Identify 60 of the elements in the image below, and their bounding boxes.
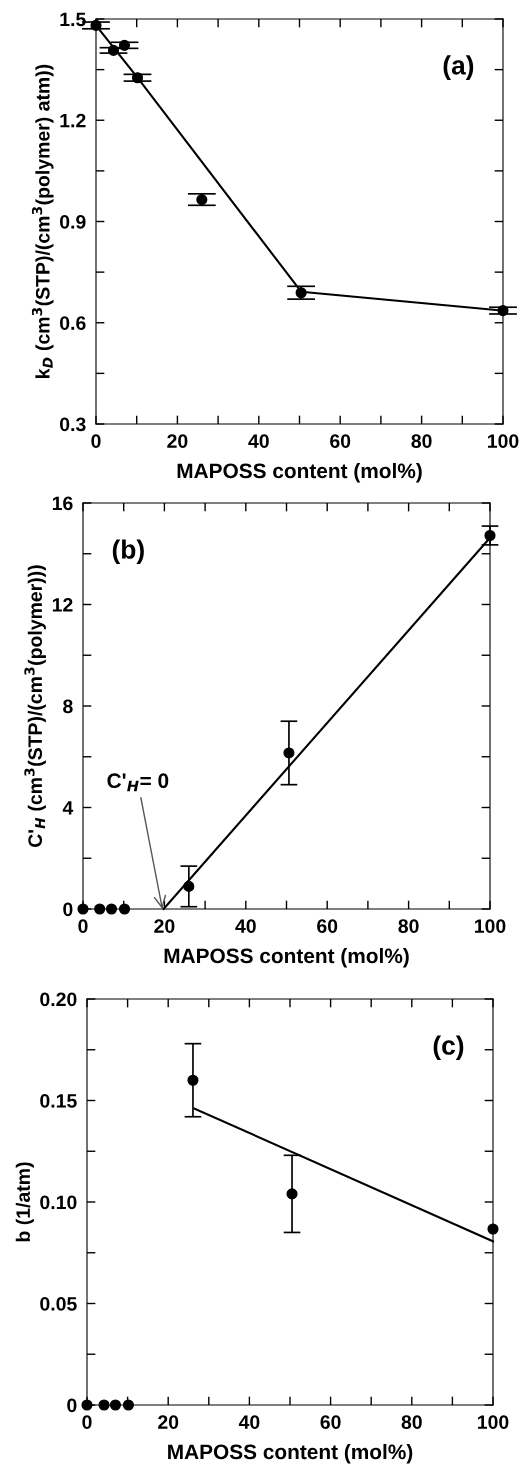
x-tick-label: 100 bbox=[478, 1415, 509, 1429]
x-tick-label: 20 bbox=[154, 919, 175, 933]
x-axis-title: MAPOSS content (mol%) bbox=[168, 1443, 413, 1464]
x-tick-label: 40 bbox=[238, 1415, 260, 1429]
point bbox=[131, 72, 144, 84]
x-tick-label: 0 bbox=[91, 434, 101, 448]
x-tick-label: 60 bbox=[320, 1415, 341, 1429]
y-tick-label: 0 bbox=[67, 1398, 77, 1413]
point bbox=[497, 305, 509, 317]
y-tick-label: 4 bbox=[62, 801, 74, 815]
y-tick-label: 0.9 bbox=[60, 214, 86, 229]
y-tick-label: 0.10 bbox=[40, 1195, 77, 1210]
point bbox=[187, 1074, 199, 1086]
x-tick-label: 60 bbox=[330, 434, 351, 448]
x-tick-label: 40 bbox=[248, 434, 269, 448]
x-tick-label: 80 bbox=[401, 1415, 422, 1429]
point bbox=[81, 1399, 93, 1411]
point bbox=[94, 903, 106, 915]
point bbox=[283, 747, 295, 759]
y-axis-title: b (1/atm) bbox=[15, 1162, 34, 1242]
point bbox=[196, 194, 208, 206]
point bbox=[109, 1399, 121, 1411]
point bbox=[77, 903, 89, 915]
y-tick-label: 1.2 bbox=[60, 113, 86, 128]
y-tick-label: 16 bbox=[52, 496, 73, 511]
point bbox=[98, 1399, 110, 1411]
annotation: (c) bbox=[433, 1035, 464, 1061]
point bbox=[286, 1188, 298, 1200]
y-tick-label: 0.20 bbox=[40, 992, 77, 1007]
x-tick-label: 20 bbox=[158, 1415, 179, 1429]
point bbox=[487, 1223, 499, 1235]
y-tick-label: 0 bbox=[63, 902, 73, 917]
y-tick-label: 0.15 bbox=[40, 1093, 77, 1108]
x-tick-label: 60 bbox=[317, 919, 338, 933]
x-tick-label: 100 bbox=[488, 434, 519, 448]
y-axis-title: k$_{D}$ (cm$^{3}$(STP)/(cm$^{3}$(polymer) atm)) bbox=[31, 64, 54, 378]
y-tick-label: 0.05 bbox=[40, 1296, 77, 1311]
annotation: C'$_{H}$= 0 bbox=[107, 773, 169, 792]
point bbox=[118, 903, 131, 915]
x-axis-title: MAPOSS content (mol%) bbox=[164, 947, 409, 968]
y-tick-label: 12 bbox=[52, 597, 73, 612]
y-tick-label: 0.6 bbox=[60, 316, 86, 330]
point bbox=[107, 44, 120, 56]
x-tick-label: 80 bbox=[411, 434, 432, 448]
x-tick-label: 100 bbox=[475, 919, 506, 933]
point bbox=[183, 880, 195, 892]
x-axis-title: MAPOSS content (mol%) bbox=[177, 462, 422, 483]
x-tick-label: 40 bbox=[235, 919, 256, 933]
x-tick-label: 80 bbox=[398, 919, 419, 933]
y-axis-title: C'$_{H}$ (cm$^{3}$(STP)/(cm$^{3}$(polymer))) bbox=[24, 565, 46, 847]
point bbox=[295, 287, 307, 299]
x-tick-label: 20 bbox=[167, 434, 188, 448]
y-tick-label: 8 bbox=[63, 699, 73, 714]
annotation: (b) bbox=[112, 539, 144, 565]
y-tick-label: 0.3 bbox=[60, 417, 86, 432]
point bbox=[105, 903, 118, 915]
point bbox=[122, 1399, 134, 1411]
annotation: (a) bbox=[443, 55, 474, 80]
point bbox=[118, 39, 131, 51]
y-tick-label: 1.5 bbox=[60, 12, 86, 27]
